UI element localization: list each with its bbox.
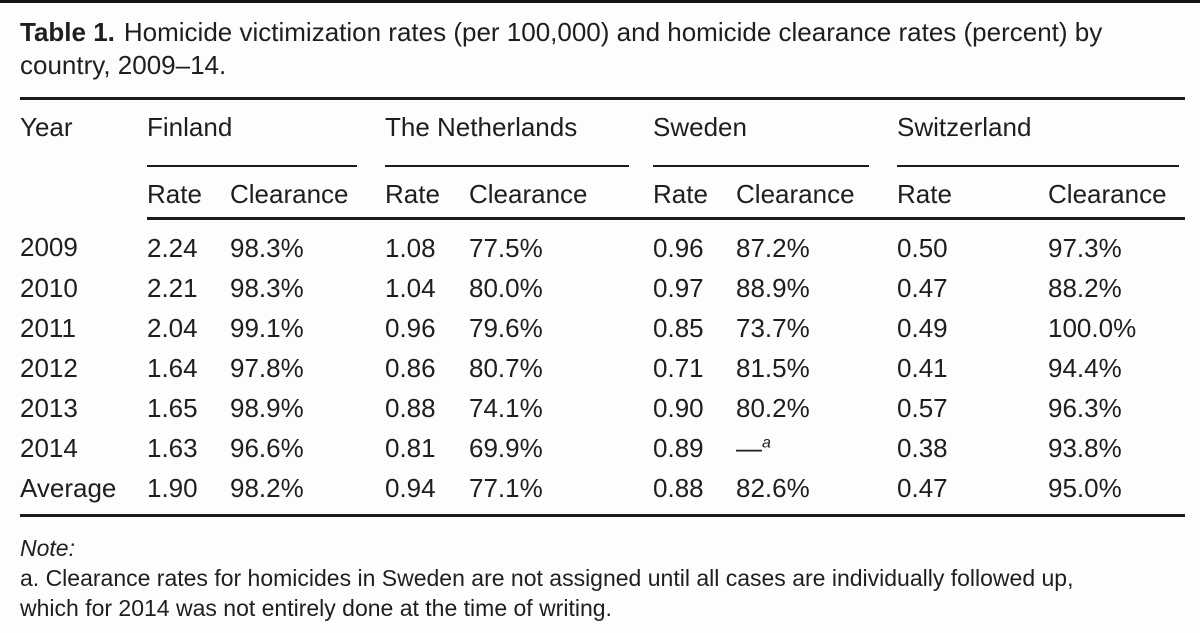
value-cell: 88.9%	[736, 272, 810, 303]
table-caption-label: Table 1.	[20, 17, 115, 47]
value-cell: 80.7%	[469, 352, 543, 383]
table-row: 2014 1.63 96.6% 0.81 69.9% 0.89 —a 0.38 …	[20, 428, 1185, 468]
value-cell: 1.04	[385, 272, 436, 303]
value-cell: 80.2%	[736, 392, 810, 423]
group-header-netherlands: The Netherlands	[385, 99, 653, 173]
table-note: Note: a. Clearance rates for homicides i…	[20, 533, 1182, 623]
value-cell: 96.3%	[1048, 392, 1122, 423]
column-header-clearance-sweden: Clearance	[736, 172, 898, 220]
value-cell: 1.63	[147, 432, 198, 463]
value-cell: 88.2%	[1048, 272, 1122, 303]
value-cell: 1.08	[385, 232, 436, 263]
value-cell: 0.90	[653, 392, 704, 423]
value-cell: 98.2%	[230, 472, 304, 503]
value-cell: 0.50	[897, 232, 948, 263]
table-row: 2009 2.24 98.3% 1.08 77.5% 0.96 87.2% 0.…	[20, 219, 1185, 269]
value-cell: 69.9%	[469, 432, 543, 463]
group-header-finland: Finland	[147, 99, 385, 173]
value-cell: 98.9%	[230, 392, 304, 423]
value-cell: 0.88	[385, 392, 436, 423]
year-cell: 2009	[20, 231, 78, 262]
table-caption-text-line1: Homicide victimization rates (per 100,00…	[123, 17, 1103, 47]
value-cell: 0.47	[897, 472, 948, 503]
value-cell: 93.8%	[1048, 432, 1122, 463]
footnote-marker-a: a	[762, 433, 771, 451]
value-cell: 2.21	[147, 272, 198, 303]
value-cell: 0.88	[653, 472, 704, 503]
value-cell: 97.3%	[1048, 232, 1122, 263]
column-header-clearance-finland: Clearance	[230, 172, 385, 220]
missing-dash: —	[736, 432, 763, 463]
value-cell: 0.97	[653, 272, 704, 303]
value-cell: 87.2%	[736, 232, 810, 263]
value-cell: 1.65	[147, 392, 198, 423]
table-row-average: Average 1.90 98.2% 0.94 77.1% 0.88 82.6%…	[20, 468, 1185, 516]
value-cell: 77.5%	[469, 232, 543, 263]
table-row: 2013 1.65 98.9% 0.88 74.1% 0.90 80.2% 0.…	[20, 388, 1185, 428]
group-header-switzerland: Switzerland	[897, 99, 1185, 173]
column-header-year: Year	[20, 112, 73, 142]
value-cell: 74.1%	[469, 392, 543, 423]
data-table: Year Finland The Netherlands Sweden Swit…	[20, 97, 1186, 517]
value-cell: 0.41	[897, 352, 948, 383]
value-cell: 0.38	[897, 432, 948, 463]
value-cell: 2.24	[147, 232, 198, 263]
value-cell: 98.3%	[230, 232, 304, 263]
note-line-2: which for 2014 was not entirely done at …	[20, 595, 612, 621]
column-header-clearance-netherlands: Clearance	[469, 172, 654, 220]
value-cell: 98.3%	[230, 272, 304, 303]
value-cell: 0.47	[897, 272, 948, 303]
value-cell: 99.1%	[230, 312, 304, 343]
subheader-row: Rate Clearance Rate Clearance Rate Clear…	[20, 172, 1186, 220]
value-cell: 1.90	[147, 472, 198, 503]
table-caption: Table 1. Homicide victimization rates (pe…	[20, 16, 1182, 82]
value-cell: 77.1%	[469, 472, 543, 503]
value-cell: 82.6%	[736, 472, 810, 503]
value-cell: 97.8%	[230, 352, 304, 383]
value-cell: 0.94	[385, 472, 436, 503]
value-cell: 0.71	[653, 352, 704, 383]
value-cell: 0.86	[385, 352, 436, 383]
year-cell: 2013	[20, 392, 78, 423]
column-header-rate-switzerland: Rate	[897, 172, 1049, 220]
year-cell: Average	[20, 472, 117, 503]
year-cell: 2010	[20, 272, 78, 303]
value-cell: 81.5%	[736, 352, 810, 383]
column-header-rate-netherlands: Rate	[385, 172, 469, 220]
value-cell: 0.96	[385, 312, 436, 343]
group-header-sweden: Sweden	[653, 99, 897, 173]
top-rule	[0, 0, 1200, 3]
value-cell: 0.81	[385, 432, 436, 463]
table-row: 2010 2.21 98.3% 1.04 80.0% 0.97 88.9% 0.…	[20, 268, 1185, 308]
value-cell: 94.4%	[1048, 352, 1122, 383]
value-cell: 1.64	[147, 352, 198, 383]
table-row: 2012 1.64 97.8% 0.86 80.7% 0.71 81.5% 0.…	[20, 348, 1185, 388]
year-cell: 2012	[20, 352, 78, 383]
column-header-rate-sweden: Rate	[653, 172, 737, 220]
value-cell: 79.6%	[469, 312, 543, 343]
value-cell: 0.96	[653, 232, 704, 263]
value-cell: 2.04	[147, 312, 198, 343]
note-label: Note:	[20, 535, 75, 561]
value-cell: 95.0%	[1048, 472, 1122, 503]
value-cell: 80.0%	[469, 272, 543, 303]
value-cell: 73.7%	[736, 312, 810, 343]
year-cell: 2014	[20, 432, 78, 463]
value-cell: 0.57	[897, 392, 948, 423]
column-header-rate-finland: Rate	[147, 172, 230, 220]
value-cell: 100.0%	[1048, 312, 1137, 343]
value-cell: 96.6%	[230, 432, 304, 463]
value-cell-missing: —a	[736, 428, 897, 468]
country-header-row: Year Finland The Netherlands Sweden Swit…	[20, 99, 1185, 173]
year-cell: 2011	[20, 312, 76, 343]
table-row: 2011 2.04 99.1% 0.96 79.6% 0.85 73.7% 0.…	[20, 308, 1185, 348]
column-header-clearance-switzerland: Clearance	[1048, 172, 1186, 220]
value-cell: 0.49	[897, 312, 948, 343]
value-cell: 0.89	[653, 432, 704, 463]
table-caption-text-line2: country, 2009–14.	[20, 50, 227, 80]
value-cell: 0.85	[653, 312, 704, 343]
note-line-1: a. Clearance rates for homicides in Swed…	[20, 565, 1074, 591]
